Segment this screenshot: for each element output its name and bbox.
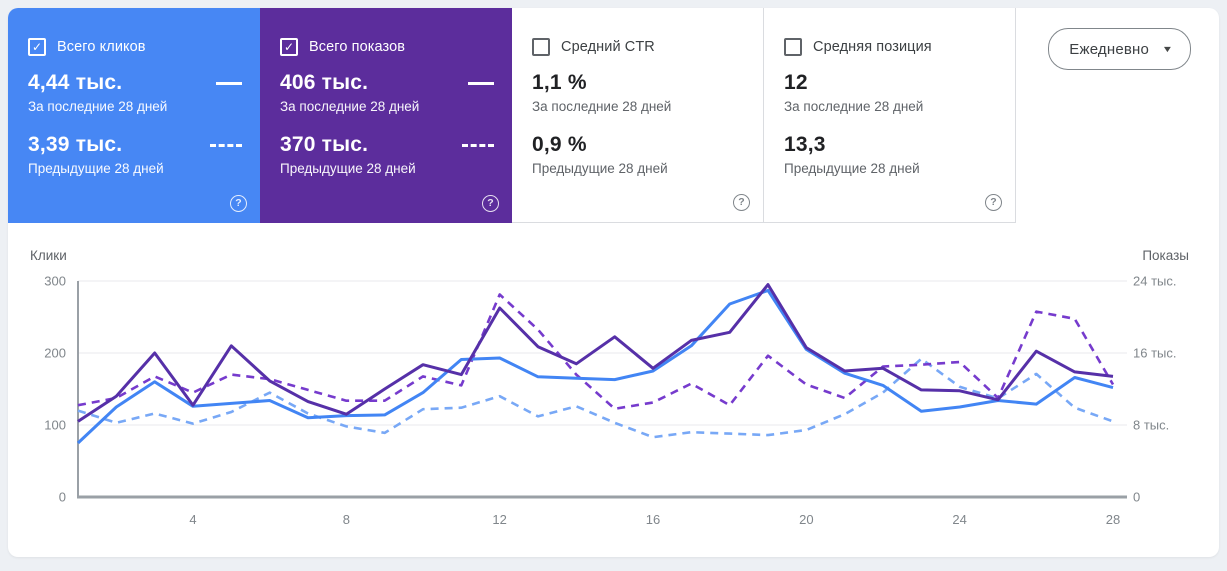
- x-axis-tick-label: 16: [646, 512, 660, 527]
- metric-card-label: Средняя позиция: [813, 39, 932, 55]
- current-period-label: За последние 28 дней: [280, 99, 420, 114]
- right-axis-tick-label: 16 тыс.: [1133, 346, 1176, 361]
- left-axis-title: Клики: [30, 248, 67, 263]
- right-axis-tick-label: 0: [1133, 490, 1140, 505]
- metric-card-label: Всего кликов: [57, 39, 146, 55]
- right-axis-title: Показы: [1142, 248, 1189, 263]
- previous-value: 3,39 тыс.: [28, 133, 123, 156]
- metric-card-header: ✓ Всего кликов: [28, 38, 260, 56]
- checkmark-icon: ✓: [31, 40, 43, 54]
- current-value: 1,1 %: [532, 71, 587, 94]
- interval-dropdown-label: Ежедневно: [1069, 40, 1150, 58]
- help-icon[interactable]: ?: [985, 194, 1002, 211]
- metric-card-average-ctr[interactable]: Средний CTR 1,1 % За последние 28 дней 0…: [512, 8, 764, 223]
- previous-period-label: Предыдущие 28 дней: [784, 161, 920, 176]
- right-axis-tick-label: 24 тыс.: [1133, 274, 1176, 289]
- help-icon[interactable]: ?: [230, 195, 247, 212]
- current-period-label: За последние 28 дней: [532, 99, 672, 114]
- left-axis-tick-label: 0: [59, 490, 66, 505]
- x-axis-tick-label: 4: [189, 512, 196, 527]
- metric-card-average-position[interactable]: Средняя позиция 12 За последние 28 дней …: [764, 8, 1016, 223]
- checkbox-total-clicks[interactable]: ✓: [28, 38, 46, 56]
- metric-card-total-clicks[interactable]: ✓ Всего кликов 4,44 тыс. За последние 28…: [8, 8, 260, 223]
- checkbox-average-ctr[interactable]: [532, 38, 550, 56]
- chevron-down-icon: ▼: [1161, 44, 1174, 54]
- left-axis-tick-label: 100: [44, 418, 66, 433]
- right-axis-tick-label: 8 тыс.: [1133, 418, 1169, 433]
- previous-value: 370 тыс.: [280, 133, 369, 156]
- help-icon[interactable]: ?: [482, 195, 499, 212]
- left-axis-tick-label: 300: [44, 274, 66, 289]
- checkbox-average-position[interactable]: [784, 38, 802, 56]
- current-period-label: За последние 28 дней: [28, 99, 168, 114]
- series-line-clicks-current: [76, 288, 1114, 445]
- x-axis-tick-label: 28: [1106, 512, 1120, 527]
- previous-value: 13,3: [784, 133, 826, 156]
- performance-panel: ✓ Всего кликов 4,44 тыс. За последние 28…: [8, 8, 1219, 557]
- previous-period-label: Предыдущие 28 дней: [532, 161, 668, 176]
- metric-card-label: Всего показов: [309, 39, 406, 55]
- current-value: 4,44 тыс.: [28, 71, 123, 94]
- metric-card-header: ✓ Всего показов: [280, 38, 512, 56]
- left-axis-tick-label: 200: [44, 346, 66, 361]
- metric-card-header: Средняя позиция: [784, 38, 1015, 56]
- metric-card-header: Средний CTR: [532, 38, 763, 56]
- interval-dropdown[interactable]: Ежедневно ▼: [1048, 28, 1191, 70]
- x-axis-tick-label: 8: [343, 512, 350, 527]
- previous-period-label: Предыдущие 28 дней: [280, 161, 416, 176]
- dashed-line-icon: [462, 143, 494, 147]
- current-value: 406 тыс.: [280, 71, 369, 94]
- dashed-line-icon: [210, 143, 242, 147]
- metric-card-label: Средний CTR: [561, 39, 655, 55]
- metric-cards-row: ✓ Всего кликов 4,44 тыс. За последние 28…: [8, 8, 1219, 223]
- checkmark-icon: ✓: [283, 40, 295, 54]
- metric-card-total-impressions[interactable]: ✓ Всего показов 406 тыс. За последние 28…: [260, 8, 512, 223]
- current-period-label: За последние 28 дней: [784, 99, 924, 114]
- x-axis-tick-label: 20: [799, 512, 813, 527]
- help-icon[interactable]: ?: [733, 194, 750, 211]
- checkbox-total-impressions[interactable]: ✓: [280, 38, 298, 56]
- current-value: 12: [784, 71, 808, 94]
- cards-row-spacer: Ежедневно ▼: [1016, 8, 1219, 223]
- x-axis-tick-label: 12: [492, 512, 506, 527]
- solid-line-icon: [216, 81, 242, 85]
- x-axis-tick-label: 24: [952, 512, 966, 527]
- previous-value: 0,9 %: [532, 133, 587, 156]
- series-line-clicks-previous: [77, 357, 1114, 439]
- solid-line-icon: [468, 81, 494, 85]
- series-line-impressions-current: [77, 283, 1114, 423]
- series-line-impressions-previous: [77, 293, 1115, 411]
- previous-period-label: Предыдущие 28 дней: [28, 161, 164, 176]
